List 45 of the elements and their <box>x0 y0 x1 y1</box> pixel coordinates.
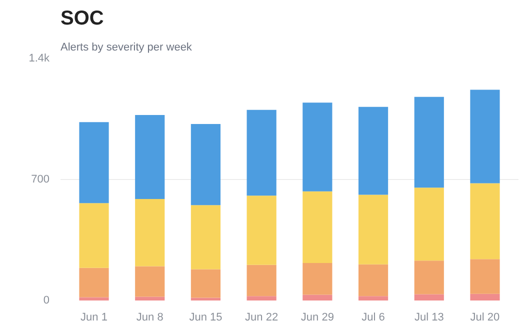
bar <box>190 269 221 298</box>
x-tick-label: Jul 6 <box>362 312 385 324</box>
bar <box>470 90 500 184</box>
bar <box>135 296 165 300</box>
bar <box>246 196 276 265</box>
bar <box>246 110 276 196</box>
bar <box>470 183 500 260</box>
bar <box>302 262 332 295</box>
x-tick-label: Jun 15 <box>189 312 222 324</box>
bar <box>414 294 444 300</box>
bar <box>358 264 388 296</box>
bar <box>470 294 500 300</box>
bar <box>470 259 500 294</box>
bar <box>358 106 388 195</box>
bar <box>79 297 109 300</box>
y-tick-label: 700 <box>31 174 50 186</box>
x-tick-label: Jul 13 <box>414 312 444 324</box>
bar <box>246 296 276 300</box>
x-tick-label: Jun 22 <box>245 312 278 324</box>
bar <box>190 205 221 270</box>
y-tick-label: 1.4k <box>28 52 50 64</box>
x-tick-label: Jun 8 <box>136 312 164 324</box>
bar <box>135 266 165 297</box>
bar <box>358 296 388 300</box>
x-tick-label: Jul 20 <box>470 312 500 324</box>
bar <box>135 115 165 200</box>
bar <box>358 194 388 264</box>
chart-title: SOC <box>60 8 104 30</box>
bar <box>79 122 109 204</box>
bar <box>302 102 332 192</box>
bar <box>190 298 221 300</box>
x-tick-label: Jun 29 <box>300 312 334 324</box>
bar <box>414 188 444 261</box>
bar <box>79 268 109 298</box>
bar <box>414 260 444 294</box>
bar <box>302 294 332 300</box>
x-tick-label: Jun 1 <box>80 312 108 324</box>
bar <box>135 199 165 266</box>
chart-subtitle: Alerts by severity per week <box>60 42 192 54</box>
bar <box>246 264 276 296</box>
bar <box>414 96 444 188</box>
y-tick-label: 0 <box>43 294 50 306</box>
bar <box>190 124 221 206</box>
bar <box>302 191 332 263</box>
bar <box>79 203 109 268</box>
